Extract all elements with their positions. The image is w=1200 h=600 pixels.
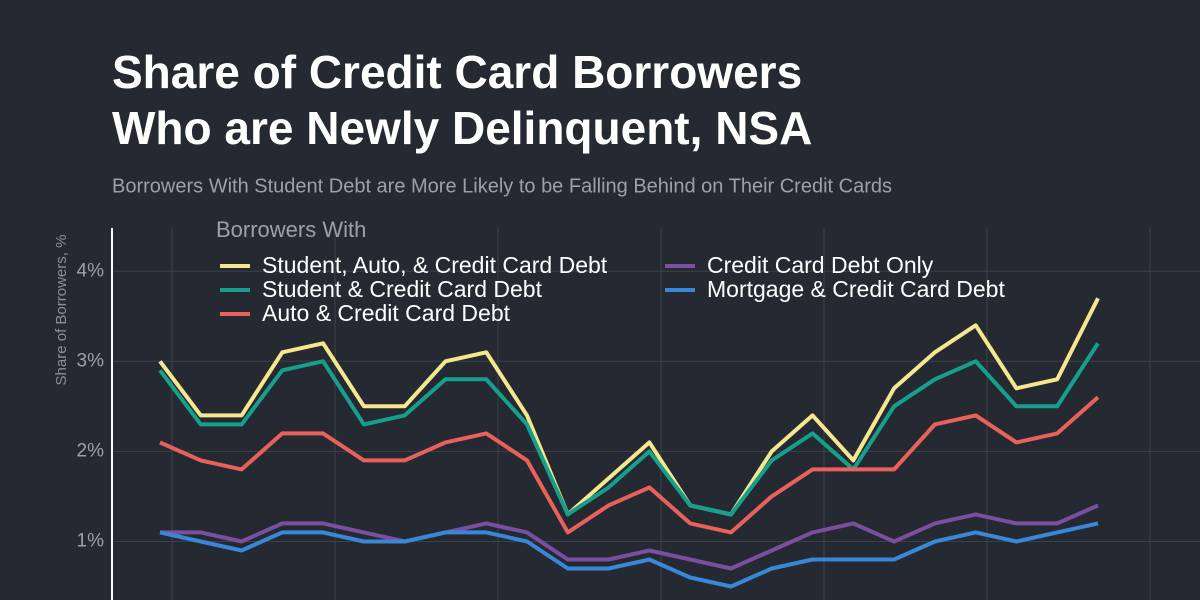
y-tick-label: 4%: [77, 260, 105, 281]
legend-label: Mortgage & Credit Card Debt: [707, 276, 1005, 302]
chart-subtitle: Borrowers With Student Debt are More Lik…: [112, 175, 892, 197]
legend-title: Borrowers With: [216, 217, 366, 242]
legend-label: Credit Card Debt Only: [707, 252, 934, 278]
legend-label: Auto & Credit Card Debt: [262, 300, 511, 326]
vertical-grid: [171, 228, 1151, 600]
series-line: [158, 342, 1100, 517]
series-line: [159, 521, 1099, 589]
series-line: [159, 395, 1100, 535]
y-tick-label: 1%: [77, 530, 105, 551]
legend: Student, Auto, & Credit Card DebtStudent…: [220, 252, 1005, 326]
legend-label: Student, Auto, & Credit Card Debt: [262, 252, 608, 278]
y-axis-label: Share of Borrowers, %: [53, 235, 70, 386]
chart-title: Who are Newly Delinquent, NSA: [112, 102, 812, 154]
y-tick-label: 3%: [77, 350, 105, 371]
series-line: [158, 297, 1100, 517]
legend-label: Student & Credit Card Debt: [262, 276, 543, 302]
plot: [158, 297, 1100, 589]
y-tick-label: 2%: [77, 440, 105, 461]
series-line: [160, 503, 1099, 571]
chart-title: Share of Credit Card Borrowers: [112, 46, 802, 98]
